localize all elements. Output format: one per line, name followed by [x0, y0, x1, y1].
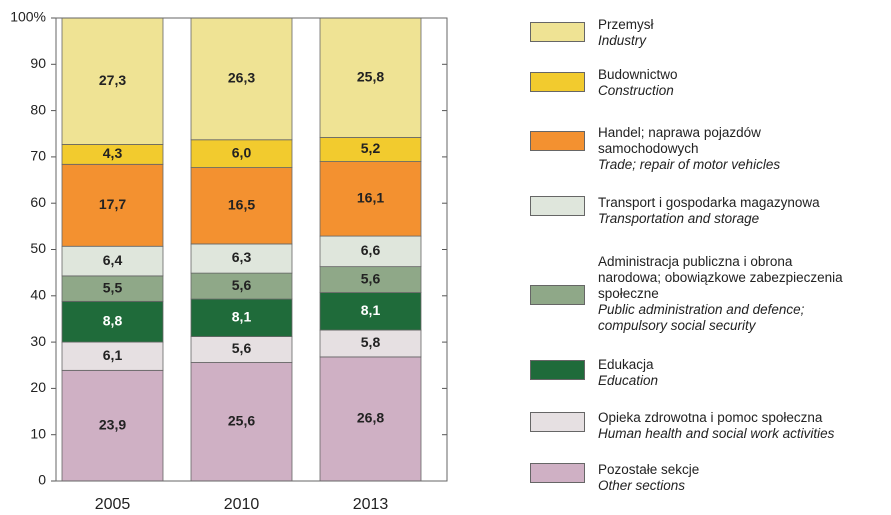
legend-label: Administracja publiczna i obrona narodow… — [598, 254, 843, 301]
bar-segment — [190, 362, 293, 482]
plot-frame — [55, 17, 448, 482]
bar-segment — [190, 139, 293, 168]
legend-entry: Budownictwo Construction — [598, 67, 678, 99]
bar-segment — [319, 329, 422, 358]
bar-segment — [319, 292, 422, 331]
data-label: 8,8 — [103, 312, 123, 328]
legend-swatch — [530, 360, 585, 380]
data-label: 16,5 — [228, 196, 255, 212]
x-tick-label: 2010 — [224, 496, 260, 513]
bar-segment — [61, 275, 164, 302]
x-tick-label: 2005 — [95, 496, 131, 513]
bar-segment — [61, 369, 164, 482]
data-label: 5,2 — [361, 140, 381, 156]
legend-label: Edukacja — [598, 357, 654, 372]
legend-label-en: Transportation and storage — [598, 211, 760, 226]
legend-swatch — [530, 285, 585, 305]
bar-segment — [319, 266, 422, 293]
legend-entry: Administracja publiczna i obrona narodow… — [598, 254, 843, 334]
data-label: 6,3 — [232, 249, 252, 265]
data-label: 6,6 — [361, 242, 381, 258]
data-label: 23,9 — [99, 416, 126, 432]
data-label: 5,5 — [103, 279, 123, 295]
data-label: 8,1 — [232, 308, 252, 324]
y-tick-label: 50 — [30, 240, 46, 256]
legend-swatch — [530, 131, 585, 151]
bar-segment — [190, 17, 293, 141]
bar-segment — [190, 167, 293, 245]
data-label: 25,8 — [357, 68, 384, 84]
bar-segment — [61, 245, 164, 277]
legend-entry: Przemysł Industry — [598, 17, 654, 49]
legend-entry: Transport i gospodarka magazynowa Transpo… — [598, 195, 820, 227]
legend-swatch — [530, 196, 585, 216]
bar-segment — [190, 272, 293, 300]
legend-entry: Handel; naprawa pojazdów samochodowych Tr… — [598, 125, 780, 173]
legend-swatch — [530, 72, 585, 92]
data-label: 5,6 — [232, 340, 252, 356]
x-tick-label: 2013 — [353, 496, 389, 513]
y-tick-label: 60 — [30, 194, 46, 210]
y-tick-label: 80 — [30, 101, 46, 117]
bar-segment — [61, 163, 164, 247]
bar-segment — [319, 137, 422, 162]
y-tick-label: 90 — [30, 55, 46, 71]
legend-label: Handel; naprawa pojazdów samochodowych — [598, 125, 761, 156]
data-label: 16,1 — [357, 190, 384, 206]
y-tick-label: 100% — [10, 9, 46, 25]
legend-entry: Pozostałe sekcje Other sections — [598, 462, 699, 494]
y-tick-label: 70 — [30, 148, 46, 164]
data-label: 17,7 — [99, 196, 126, 212]
y-tick-label: 0 — [38, 472, 46, 488]
data-label: 4,3 — [103, 145, 123, 161]
legend-label: Budownictwo — [598, 67, 678, 82]
data-label: 25,6 — [228, 412, 255, 428]
data-label: 6,1 — [103, 347, 123, 363]
bar-segment — [319, 235, 422, 268]
y-tick-label: 20 — [30, 379, 46, 395]
legend-swatch — [530, 412, 585, 432]
bar-segment — [319, 17, 422, 138]
legend-swatch — [530, 463, 585, 483]
legend-swatch — [530, 22, 585, 42]
legend-label-en: Education — [598, 373, 659, 388]
data-label: 8,1 — [361, 302, 381, 318]
legend-label-en: Other sections — [598, 478, 686, 493]
data-label: 5,6 — [361, 270, 381, 286]
y-tick-label: 30 — [30, 333, 46, 349]
legend-label-en: Industry — [598, 33, 647, 48]
legend-label: Przemysł — [598, 17, 654, 32]
data-label: 5,6 — [232, 277, 252, 293]
legend-label: Pozostałe sekcje — [598, 462, 700, 477]
data-label: 6,4 — [103, 252, 123, 268]
y-tick-label: 40 — [30, 287, 46, 303]
data-label: 27,3 — [99, 72, 126, 88]
legend-label: Transport i gospodarka magazynowa — [598, 195, 820, 210]
legend-entry: Edukacja Education — [598, 357, 658, 389]
data-label: 5,8 — [361, 334, 381, 350]
legend-label-en: Public administration and defence; compu… — [598, 302, 805, 333]
bar-segment — [190, 243, 293, 274]
data-label: 26,8 — [357, 410, 384, 426]
bar-segment — [61, 341, 164, 371]
legend-entry: Opieka zdrowotna i pomoc społeczna Human … — [598, 410, 834, 442]
legend-label-en: Trade; repair of motor vehicles — [598, 157, 781, 172]
data-label: 26,3 — [228, 70, 255, 86]
data-label: 6,0 — [232, 144, 252, 160]
bar-segment — [190, 336, 293, 363]
bar-segment — [61, 300, 164, 343]
legend-label: Opieka zdrowotna i pomoc społeczna — [598, 410, 823, 425]
legend-label-en: Human health and social work activities — [598, 426, 835, 441]
y-tick-label: 10 — [30, 425, 46, 441]
legend-label-en: Construction — [598, 83, 674, 98]
